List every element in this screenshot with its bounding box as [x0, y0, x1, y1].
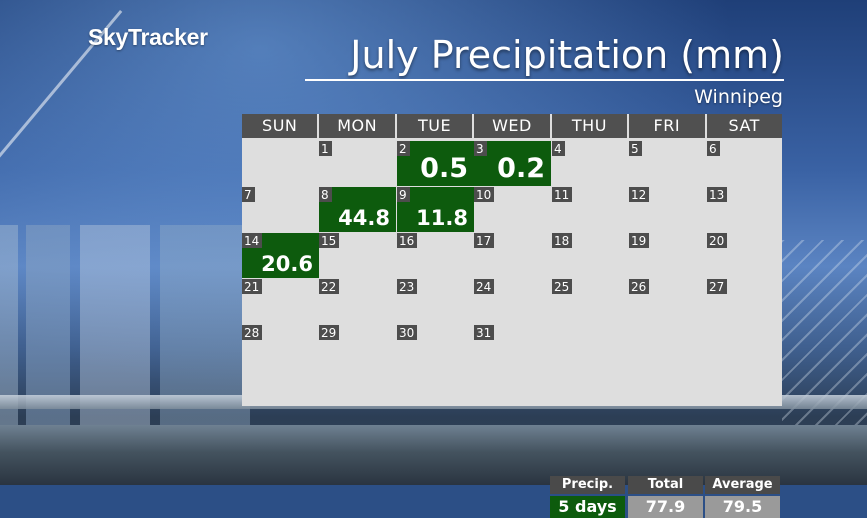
- weekday-header: WED: [474, 114, 550, 138]
- calendar-day-cell: 7: [242, 187, 319, 232]
- calendar-day-cell: 22: [319, 279, 396, 324]
- weekday-header: SAT: [706, 114, 782, 138]
- calendar-day-cell: 29: [319, 325, 396, 370]
- weekday-header: MON: [319, 114, 395, 138]
- location-label: Winnipeg: [694, 86, 783, 108]
- average-label: Average: [705, 476, 780, 494]
- day-number: 24: [474, 279, 495, 294]
- precip-amount: 20.6: [261, 252, 313, 276]
- day-number: 10: [474, 187, 495, 202]
- average-value: 79.5: [705, 496, 780, 518]
- calendar-day-cell: 11: [552, 187, 629, 232]
- precip-amount: 44.8: [338, 206, 390, 230]
- day-number: 19: [629, 233, 650, 248]
- calendar-day-cell: 12: [629, 187, 706, 232]
- weekday-header: FRI: [629, 114, 705, 138]
- calendar-day-cell: 15: [319, 233, 396, 278]
- calendar-day-cell: 3 0.2: [474, 141, 551, 186]
- precip-amount: 11.8: [416, 206, 468, 230]
- day-number: 8: [319, 187, 332, 202]
- weekday-header: TUE: [396, 114, 473, 138]
- calendar-day-cell: 8 44.8: [319, 187, 396, 232]
- calendar-day-cell: 26: [629, 279, 706, 324]
- brand-logo: SkyTracker: [88, 24, 208, 50]
- calendar-day-cell: 17: [474, 233, 551, 278]
- calendar-day-cell: 13: [707, 187, 784, 232]
- title-underline: [305, 79, 784, 81]
- day-number: 7: [242, 187, 255, 202]
- calendar-day-cell: 24: [474, 279, 551, 324]
- day-number: 25: [552, 279, 573, 294]
- calendar-day-cell: 10: [474, 187, 551, 232]
- calendar-day-cell: 27: [707, 279, 784, 324]
- precip-days-value: 5 days: [550, 496, 625, 518]
- calendar-day-cell: 1: [319, 141, 396, 186]
- calendar-day-cell: 20: [707, 233, 784, 278]
- day-number: 28: [242, 325, 263, 340]
- total-value: 77.9: [628, 496, 703, 518]
- calendar-day-cell: 14 20.6: [242, 233, 319, 278]
- calendar-day-cell: 28: [242, 325, 319, 370]
- page-title: July Precipitation (mm): [350, 33, 784, 77]
- day-number: 27: [707, 279, 728, 294]
- day-number: 18: [552, 233, 573, 248]
- day-number: 22: [319, 279, 340, 294]
- day-number: 16: [397, 233, 418, 248]
- calendar-day-cell: 25: [552, 279, 629, 324]
- day-number: 21: [242, 279, 263, 294]
- day-number: 31: [474, 325, 495, 340]
- calendar-day-cell: 18: [552, 233, 629, 278]
- day-number: 23: [397, 279, 418, 294]
- calendar-day-cell: 9 11.8: [397, 187, 474, 232]
- day-number: 9: [397, 187, 410, 202]
- calendar-day-cell: 2 0.5: [397, 141, 474, 186]
- river: [0, 425, 867, 485]
- day-number: 3: [474, 141, 487, 156]
- day-number: 4: [552, 141, 565, 156]
- day-number: 14: [242, 233, 263, 248]
- day-number: 20: [707, 233, 728, 248]
- day-number: 30: [397, 325, 418, 340]
- precipitation-calendar: SUN MON TUE WED THU FRI SAT 1 2 0.5 3 0.2 4 5 6…: [242, 114, 784, 518]
- day-number: 12: [629, 187, 650, 202]
- weekday-header: SUN: [242, 114, 318, 138]
- calendar-day-cell: 23: [397, 279, 474, 324]
- day-number: 13: [707, 187, 728, 202]
- calendar-day-cell: 21: [242, 279, 319, 324]
- calendar-day-cell: 6: [707, 141, 784, 186]
- day-number: 6: [707, 141, 720, 156]
- day-number: 5: [629, 141, 642, 156]
- weekday-header: THU: [551, 114, 628, 138]
- precip-amount: 0.2: [497, 153, 545, 184]
- city-skyline: [0, 225, 250, 425]
- precip-amount: 0.5: [420, 153, 468, 184]
- weekday-header-row: SUN MON TUE WED THU FRI SAT: [242, 114, 782, 138]
- day-number: 11: [552, 187, 573, 202]
- calendar-day-cell: 16: [397, 233, 474, 278]
- day-number: 26: [629, 279, 650, 294]
- day-number: 29: [319, 325, 340, 340]
- calendar-day-cell: 5: [629, 141, 706, 186]
- total-label: Total: [628, 476, 703, 494]
- calendar-day-cell: 31: [474, 325, 551, 370]
- day-number: 2: [397, 141, 410, 156]
- day-number: 15: [319, 233, 340, 248]
- day-number: 17: [474, 233, 495, 248]
- calendar-day-cell: 19: [629, 233, 706, 278]
- calendar-day-cell: 30: [397, 325, 474, 370]
- day-number: 1: [319, 141, 332, 156]
- precip-days-label: Precip.: [550, 476, 625, 494]
- calendar-day-cell: 4: [552, 141, 629, 186]
